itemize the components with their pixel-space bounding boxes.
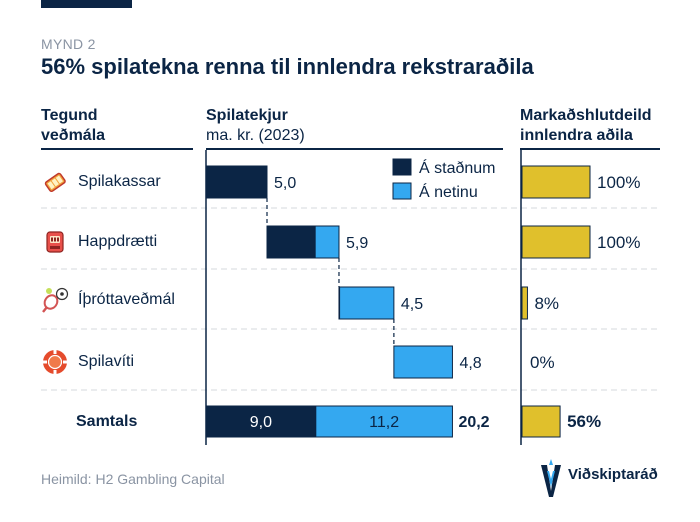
bar-value-label: 4,8 bbox=[459, 355, 481, 372]
total-domestic-label: 9,0 bbox=[250, 414, 272, 431]
col-header-revenue-line1: Spilatekjur bbox=[206, 107, 288, 124]
brand-logo-icon bbox=[541, 459, 561, 497]
bar-value-label: 5,9 bbox=[346, 235, 368, 252]
col-header-revenue: Spilatekjur ma. kr. (2023) bbox=[206, 106, 305, 146]
share-value-label: 8% bbox=[534, 294, 559, 313]
share-total-label: 56% bbox=[567, 412, 601, 431]
source-note: Heimild: H2 Gambling Capital bbox=[41, 471, 225, 487]
legend-swatch-domestic bbox=[392, 158, 412, 176]
total-sum-label: 20,2 bbox=[458, 414, 489, 431]
total-bar-domestic bbox=[205, 405, 317, 438]
casino-chip-icon bbox=[43, 350, 67, 374]
legend-label-online: Á netinu bbox=[419, 182, 478, 201]
row-label-spilaviti: Spilavíti bbox=[78, 353, 135, 370]
header-rule-share bbox=[520, 148, 660, 150]
col-header-type-line2: veðmála bbox=[41, 127, 106, 144]
lottery-machine-icon bbox=[46, 231, 64, 253]
figure-label: MYND 2 bbox=[41, 36, 96, 52]
header-rule-type bbox=[41, 148, 193, 150]
row-label-spilakassar: Spilakassar bbox=[78, 173, 161, 190]
row-label-happdraetti: Happdrætti bbox=[78, 233, 158, 250]
bar-online bbox=[339, 286, 395, 320]
share-value-label: 100% bbox=[597, 233, 640, 252]
share-value-label: 100% bbox=[597, 173, 640, 192]
bar-domestic bbox=[266, 225, 316, 259]
top-accent-bar bbox=[41, 0, 132, 8]
share-value-label: 0% bbox=[530, 353, 555, 372]
bar-online bbox=[314, 225, 340, 259]
share-bar-total bbox=[521, 405, 561, 438]
slot-machine-icon bbox=[44, 172, 66, 193]
total-online-label: 11,2 bbox=[369, 414, 399, 431]
col-header-share-line2: innlendra aðila bbox=[520, 127, 633, 144]
brand-name: Viðskiptaráð bbox=[568, 466, 658, 483]
share-bar bbox=[521, 165, 591, 199]
col-header-type: Tegund veðmála bbox=[41, 106, 105, 146]
bar-value-label: 4,5 bbox=[401, 296, 423, 313]
col-header-share-line1: Markaðshlutdeild bbox=[520, 107, 652, 124]
bar-online bbox=[393, 345, 453, 379]
header-rule-revenue bbox=[206, 148, 503, 150]
total-bar-online bbox=[315, 405, 453, 438]
legend-label-domestic: Á staðnum bbox=[419, 158, 495, 177]
row-label-total: Samtals bbox=[76, 413, 138, 430]
col-header-type-line1: Tegund bbox=[41, 107, 98, 124]
col-header-share: Markaðshlutdeild innlendra aðila bbox=[520, 106, 652, 146]
share-bar bbox=[521, 286, 528, 320]
bar-domestic bbox=[205, 165, 268, 199]
sports-betting-icon bbox=[42, 287, 69, 313]
row-label-ithrottavedmal: Íþróttaveðmál bbox=[78, 291, 175, 308]
legend-swatch-online bbox=[392, 182, 412, 200]
chart-title: 56% spilatekna renna til innlendra rekst… bbox=[41, 54, 534, 79]
col-header-revenue-line2: ma. kr. (2023) bbox=[206, 127, 305, 144]
bar-value-label: 5,0 bbox=[274, 175, 296, 192]
share-bar bbox=[521, 225, 591, 259]
